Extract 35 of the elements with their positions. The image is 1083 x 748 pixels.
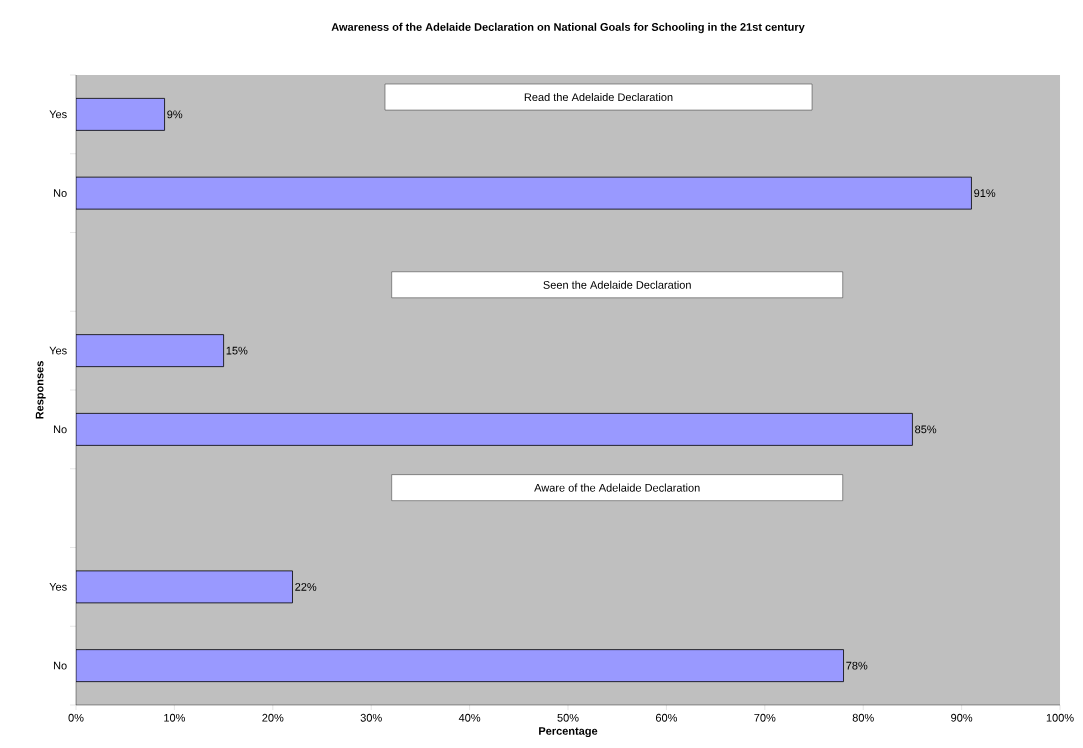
x-tick-label: 0%: [68, 713, 84, 722]
data-label: 9%: [167, 110, 183, 119]
annotation: Read the Adelaide Declaration: [524, 93, 673, 102]
annotation: Aware of the Adelaide Declaration: [534, 483, 700, 492]
bar: [76, 334, 224, 368]
x-tick-label: 100%: [1046, 713, 1074, 722]
annotation: Seen the Adelaide Declaration: [543, 280, 691, 289]
chart-title: Awareness of the Adelaide Declaration on National Goals for Schooling in the 21st century: [331, 22, 805, 34]
x-tick-label: 60%: [655, 713, 678, 722]
y-tick-label: No: [53, 661, 67, 670]
y-tick-label: Yes: [49, 346, 67, 355]
data-label: 91%: [974, 189, 996, 198]
x-tick-label: 30%: [360, 713, 382, 722]
bar: [76, 412, 913, 446]
data-label: 22%: [295, 583, 317, 591]
data-label: 15%: [226, 346, 248, 355]
x-tick-label: 10%: [164, 713, 186, 722]
y-tick-label: Yes: [49, 110, 67, 119]
x-tick-label: 40%: [458, 713, 481, 722]
bar: [76, 649, 844, 683]
bar: [76, 176, 972, 210]
bar: [76, 570, 293, 604]
data-label: 85%: [915, 425, 937, 434]
x-tick-label: 80%: [852, 713, 874, 722]
y-tick-label: Yes: [49, 583, 67, 591]
y-axis-title: Responses: [35, 361, 46, 419]
data-label: 78%: [846, 661, 868, 670]
x-tick-label: 70%: [754, 713, 776, 722]
x-tick-label: 50%: [557, 713, 579, 722]
x-tick-label: 90%: [951, 713, 973, 722]
x-axis-title: Percentage: [539, 727, 598, 738]
y-tick-label: No: [53, 425, 67, 434]
x-tick-label: 20%: [262, 713, 284, 722]
bar: [76, 97, 165, 131]
y-tick-label: No: [53, 189, 67, 197]
